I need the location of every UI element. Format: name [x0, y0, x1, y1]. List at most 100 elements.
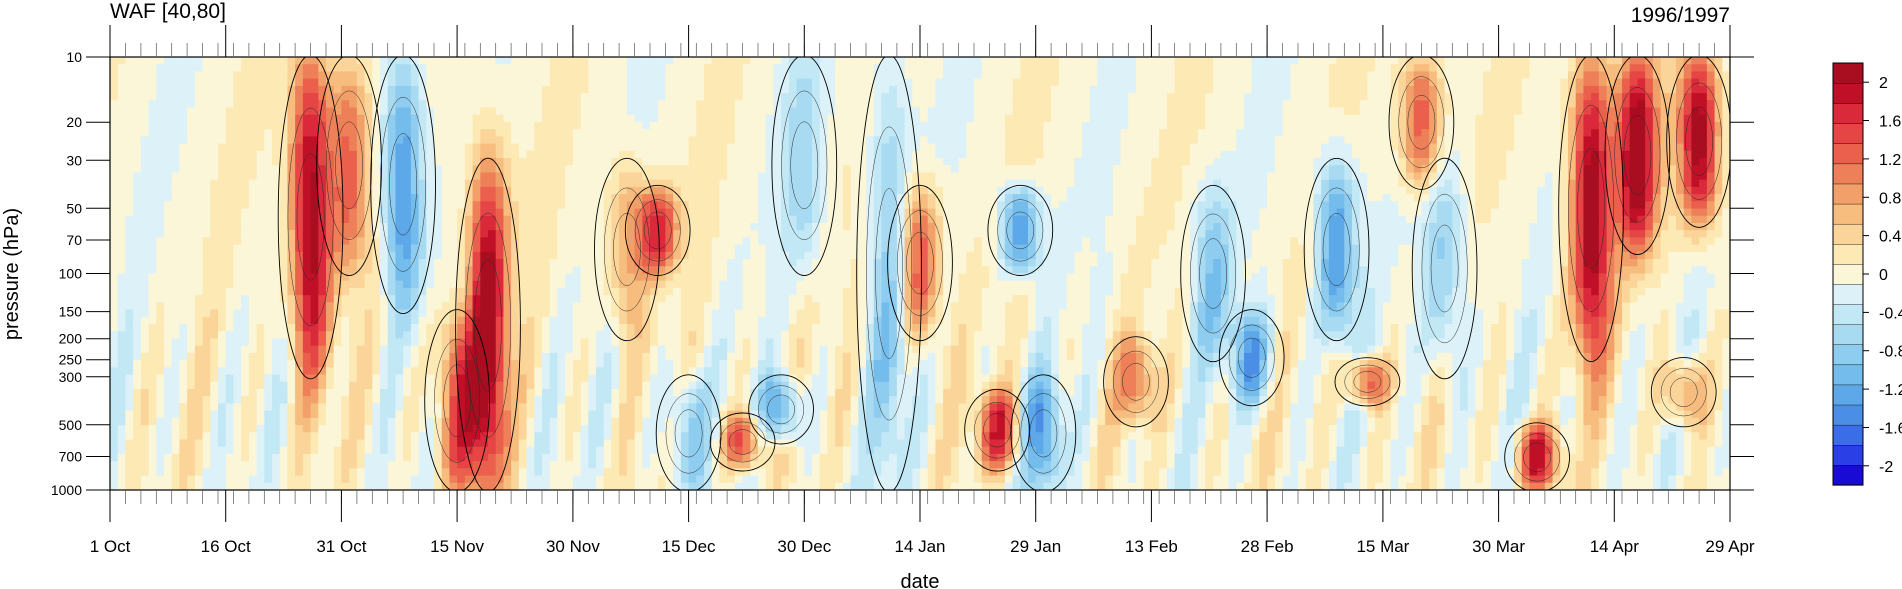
heatmap-cell	[812, 215, 821, 224]
heatmap-cell	[1544, 194, 1554, 202]
heatmap-cell	[395, 143, 404, 152]
heatmap-cell	[434, 186, 443, 195]
heatmap-cell	[858, 57, 867, 65]
heatmap-cell	[927, 64, 937, 73]
heatmap-cell	[950, 150, 960, 159]
heatmap-cell	[704, 114, 713, 123]
heatmap-cell	[1220, 100, 1230, 109]
heatmap-cell	[966, 201, 975, 210]
heatmap-cell	[1583, 179, 1592, 188]
heatmap-cell	[449, 114, 458, 123]
heatmap-cell	[1598, 107, 1608, 116]
heatmap-cell	[1282, 150, 1291, 159]
heatmap-cell	[619, 208, 628, 217]
heatmap-cell	[117, 78, 127, 87]
heatmap-cell	[912, 114, 921, 123]
heatmap-cell	[310, 150, 319, 159]
heatmap-cell	[1336, 143, 1345, 152]
heatmap-cell	[912, 64, 921, 73]
heatmap-cell	[1321, 57, 1330, 65]
heatmap-cell	[565, 64, 574, 73]
heatmap-cell	[264, 143, 273, 152]
heatmap-cell	[1514, 85, 1523, 94]
heatmap-cell	[850, 158, 859, 166]
heatmap-cell	[1051, 93, 1060, 101]
heatmap-cell	[1683, 78, 1693, 87]
heatmap-cell	[935, 194, 944, 202]
heatmap-cell	[511, 165, 520, 174]
heatmap-cell	[457, 186, 466, 195]
heatmap-cell	[171, 121, 181, 130]
heatmap-cell	[441, 93, 451, 101]
heatmap-cell	[1699, 71, 1708, 80]
heatmap-cell	[626, 129, 636, 137]
heatmap-cell	[1120, 57, 1129, 65]
heatmap-cell	[835, 100, 844, 109]
heatmap-cell	[511, 136, 520, 145]
heatmap-cell	[380, 129, 389, 137]
heatmap-cell	[781, 129, 790, 137]
heatmap-cell	[1406, 85, 1415, 94]
heatmap-cell	[1506, 179, 1515, 188]
heatmap-cell	[657, 150, 667, 159]
heatmap-cell	[418, 143, 427, 152]
heatmap-cell	[518, 165, 528, 174]
heatmap-cell	[1359, 85, 1369, 94]
heatmap-cell	[1367, 114, 1376, 123]
heatmap-cell	[1112, 78, 1122, 87]
heatmap-cell	[1452, 215, 1461, 224]
heatmap-cell	[241, 208, 250, 217]
heatmap-cell	[210, 150, 219, 159]
heatmap-cell	[349, 93, 358, 101]
heatmap-cell	[326, 165, 335, 174]
heatmap-cell	[812, 121, 821, 130]
heatmap-cell	[503, 129, 512, 137]
heatmap-cell	[526, 129, 535, 137]
heatmap-cell	[1251, 143, 1261, 152]
heatmap-cell	[241, 114, 250, 123]
heatmap-cell	[1722, 165, 1730, 174]
heatmap-cell	[1305, 64, 1315, 73]
heatmap-cell	[1714, 64, 1723, 73]
heatmap-cell	[117, 114, 127, 123]
heatmap-cell	[850, 143, 859, 152]
heatmap-cell	[526, 114, 535, 123]
heatmap-cell	[110, 194, 119, 202]
heatmap-cell	[1660, 215, 1669, 224]
heatmap-cell	[1166, 93, 1176, 101]
heatmap-cell	[680, 194, 690, 202]
heatmap-cell	[1128, 129, 1137, 137]
heatmap-cell	[1375, 107, 1384, 116]
heatmap-cell	[711, 71, 721, 80]
heatmap-cell	[457, 85, 466, 94]
heatmap-cell	[1460, 150, 1469, 159]
heatmap-cell	[1066, 114, 1075, 123]
heatmap-cell	[1043, 150, 1052, 159]
heatmap-cell	[1043, 64, 1052, 73]
heatmap-cell	[287, 100, 296, 109]
heatmap-cell	[1251, 186, 1261, 195]
heatmap-cell	[426, 186, 435, 195]
heatmap-cell	[256, 114, 265, 123]
heatmap-cell	[1429, 208, 1438, 217]
heatmap-cell	[1452, 78, 1461, 87]
heatmap-cell	[1043, 129, 1052, 137]
heatmap-cell	[580, 179, 589, 188]
heatmap-cell	[1089, 136, 1099, 145]
heatmap-cell	[719, 107, 728, 116]
heatmap-cell	[819, 129, 829, 137]
heatmap-cell	[1714, 201, 1723, 210]
heatmap-cell	[488, 143, 497, 152]
heatmap-cell	[1537, 150, 1546, 159]
heatmap-cell	[248, 64, 258, 73]
heatmap-cell	[549, 71, 559, 80]
heatmap-cell	[1660, 136, 1669, 145]
heatmap-cell	[642, 201, 651, 210]
heatmap-cell	[1390, 64, 1399, 73]
heatmap-cell	[1622, 85, 1631, 94]
heatmap-cell	[1220, 150, 1230, 159]
heatmap-cell	[981, 165, 991, 174]
heatmap-cell	[488, 172, 497, 181]
heatmap-cell	[148, 143, 157, 152]
heatmap-cell	[981, 121, 991, 130]
